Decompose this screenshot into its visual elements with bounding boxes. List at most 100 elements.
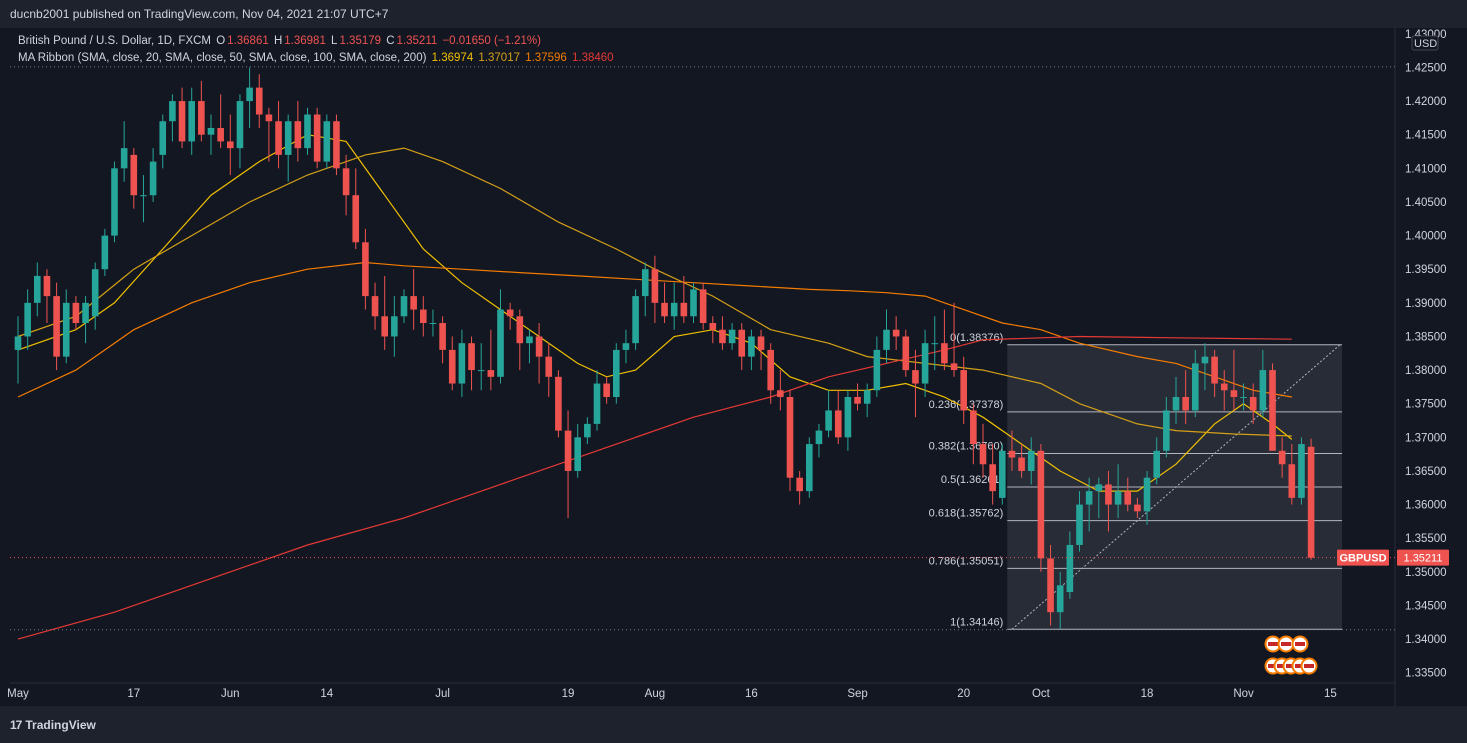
candle-body [1182, 396, 1189, 411]
candle-body [313, 114, 321, 162]
candle-body [1153, 450, 1160, 478]
fib-retracement[interactable]: 0(1.38376)0.236(1.37378)0.382(1.36760)0.… [929, 332, 1343, 630]
candle-body [265, 114, 273, 122]
candle-body [555, 376, 562, 431]
price-tag-label: 1.35211 [1404, 553, 1443, 565]
candle-body [477, 370, 485, 372]
candle-body [1037, 450, 1045, 559]
candle-body [613, 349, 620, 397]
candle-body [400, 296, 408, 317]
candle-body [1047, 558, 1054, 613]
ma20-value: 1.36974 [431, 52, 474, 64]
candle-body [140, 195, 147, 197]
y-tick-label: 1.37000 [1405, 432, 1447, 444]
candle-body [24, 302, 31, 337]
candle-body [362, 242, 369, 297]
x-tick-label: 19 [562, 688, 575, 700]
candle-body [1201, 356, 1209, 364]
event-flag-icon [1268, 664, 1278, 668]
candle-body [120, 148, 128, 169]
y-tick-label: 1.38000 [1405, 365, 1447, 377]
y-tick-label: 1.39500 [1405, 264, 1447, 276]
publisher-info: ducnb2001 published on TradingView.com, … [10, 7, 389, 21]
candle-body [227, 141, 234, 149]
candle-body [748, 336, 755, 357]
candle-body [1307, 446, 1315, 558]
candle-body [284, 121, 292, 155]
ma-label: MA Ribbon (SMA, close, 20, SMA, close, 5… [18, 52, 427, 64]
candle-body [43, 275, 51, 297]
axes: 1.430001.425001.420001.415001.410001.405… [7, 28, 1447, 706]
candle-body [82, 302, 89, 324]
candle-body [304, 114, 311, 149]
candle-body [169, 101, 176, 122]
candle-body [352, 195, 360, 243]
candle-body [950, 363, 958, 371]
candle-body [921, 343, 929, 384]
candle-body [641, 269, 649, 297]
candle-body [275, 121, 282, 155]
candle-body [603, 383, 610, 397]
candle-body [439, 323, 446, 350]
candle-body [892, 329, 900, 337]
x-tick-label: 18 [1141, 688, 1154, 700]
y-tick-label: 1.42500 [1405, 62, 1447, 74]
candle-body [777, 390, 784, 397]
candle-body [931, 343, 939, 345]
candle-body [863, 390, 871, 404]
candle-body [323, 121, 331, 162]
o-label: O [216, 35, 226, 47]
symbol-tag-label: GBPUSD [1339, 553, 1386, 565]
candle-body [1143, 477, 1151, 512]
candle-body [497, 309, 504, 377]
event-flag-icon [1286, 664, 1296, 668]
bottom-bar [0, 706, 1467, 743]
candle-body [970, 410, 977, 445]
fib-level-label: 1(1.34146) [950, 616, 1003, 628]
candle-body [53, 296, 60, 357]
open-value: 1.36861 [227, 35, 269, 47]
candle-body [651, 269, 659, 303]
candle-body [381, 316, 388, 337]
candle-body [448, 349, 456, 384]
candle-body [1134, 504, 1141, 512]
candle-body [834, 410, 842, 438]
tradingview-logo[interactable]: 17 TradingView [10, 718, 96, 732]
candle-body [1085, 491, 1093, 505]
candle-body [468, 343, 475, 371]
x-tick-label: 20 [957, 688, 970, 700]
y-tick-label: 1.35000 [1405, 567, 1447, 579]
candle-body [188, 101, 195, 142]
price-tag [1397, 549, 1449, 566]
x-tick-label: 16 [745, 688, 758, 700]
candle-body [1298, 444, 1305, 498]
candle-body [767, 349, 774, 391]
candle-body [159, 121, 167, 155]
candle-body [207, 127, 215, 135]
candle-body [584, 423, 591, 438]
candle-body [1192, 363, 1199, 411]
close-value: 1.35211 [396, 35, 438, 47]
y-tick-label: 1.34500 [1405, 600, 1447, 612]
candle-body [854, 396, 861, 404]
tv-logo-icon: 17 [10, 718, 22, 732]
event-flag-icon [1295, 642, 1305, 646]
candle-body [1124, 491, 1132, 505]
event-flag-icon [1268, 642, 1278, 646]
candle-body [246, 87, 253, 102]
candle-body [912, 370, 919, 384]
y-tick-label: 1.42000 [1405, 96, 1447, 108]
candle-body [574, 437, 581, 471]
candle-body [217, 127, 224, 142]
candle-body [371, 296, 379, 317]
overlays: GBPUSD 1.35211 [10, 66, 1449, 675]
candle-body [1172, 396, 1180, 411]
x-tick-label: Sep [847, 688, 867, 700]
x-tick-label: Oct [1032, 688, 1051, 700]
candle-body [487, 370, 495, 377]
candle-body [622, 343, 630, 350]
candle-body [34, 275, 41, 303]
y-tick-label: 1.41500 [1405, 130, 1447, 142]
candle-body [198, 101, 205, 135]
